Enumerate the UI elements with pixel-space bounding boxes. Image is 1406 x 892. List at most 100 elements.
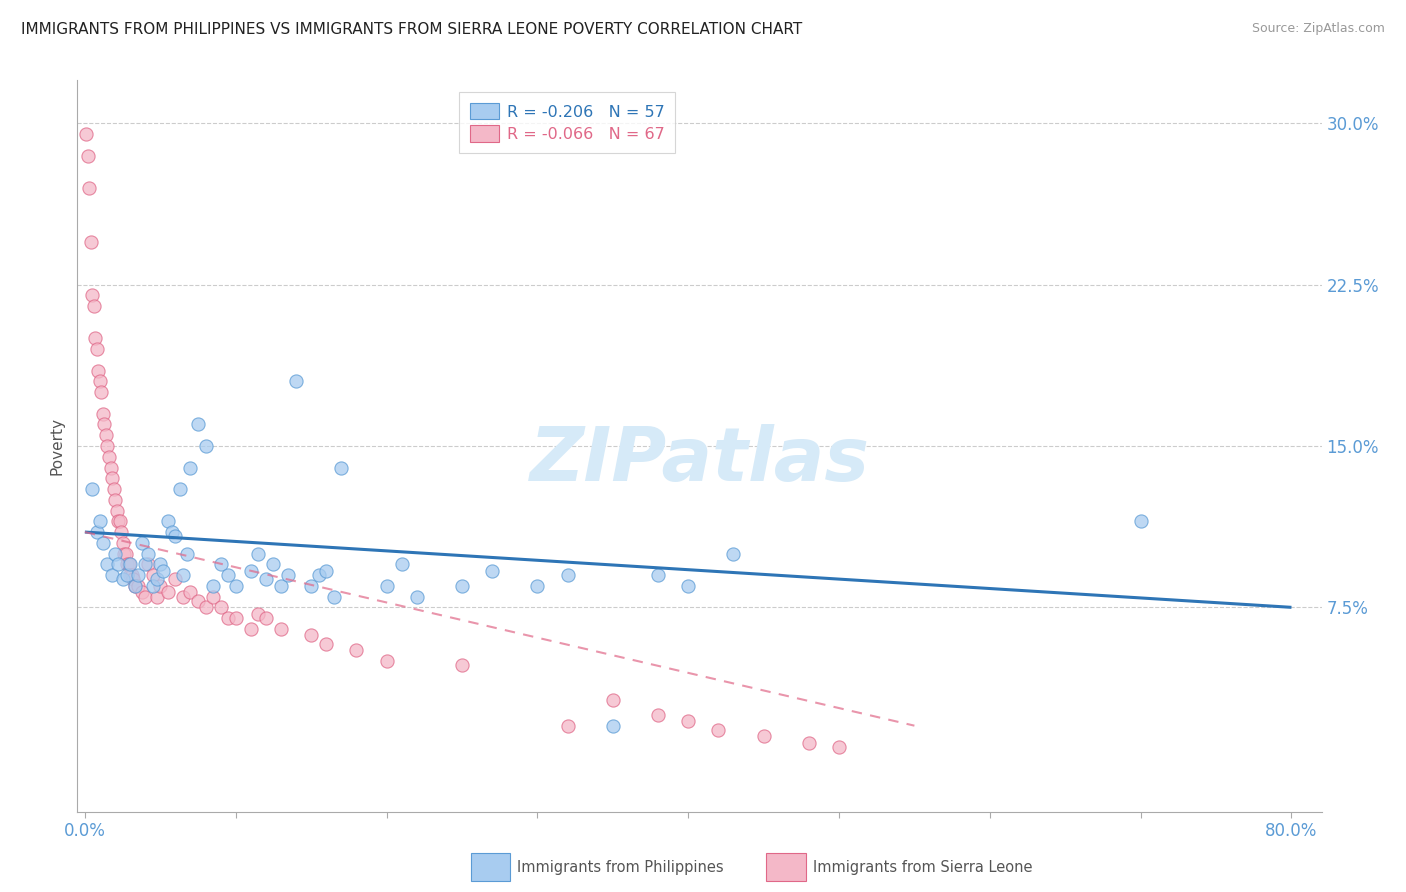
Point [526,579,548,593]
Point [647,568,669,582]
Point [83,299,105,313]
Point [101,471,124,485]
Point [156,514,179,528]
Point [77,148,100,162]
Point [79,181,101,195]
Point [405,590,427,604]
Text: Immigrants from Philippines: Immigrants from Philippines [517,860,724,874]
Point [89,514,111,528]
Point [111,573,134,587]
Point [217,568,239,582]
Point [117,558,139,572]
Point [481,564,503,578]
Point [225,611,247,625]
Point [142,579,165,593]
Point [723,547,745,561]
Point [131,585,153,599]
Point [602,719,624,733]
Point [165,529,187,543]
Point [121,568,143,582]
Point [136,547,159,561]
Point [84,331,107,345]
Point [110,524,132,539]
Point [308,568,330,582]
Point [172,568,194,582]
Point [149,558,172,572]
Point [156,585,179,599]
Point [91,407,114,421]
Point [127,568,149,582]
Point [225,579,247,593]
Point [172,590,194,604]
Point [89,375,111,389]
Point [120,568,142,582]
Point [247,607,270,621]
Point [375,579,398,593]
Point [122,573,145,587]
Point [103,482,125,496]
Legend: R = -0.206   N = 57, R = -0.066   N = 67: R = -0.206 N = 57, R = -0.066 N = 67 [458,92,675,153]
Point [165,573,187,587]
Point [209,558,232,572]
Point [254,611,277,625]
Point [104,547,127,561]
Text: Source: ZipAtlas.com: Source: ZipAtlas.com [1251,22,1385,36]
Point [90,385,112,400]
Point [93,417,115,432]
Point [330,460,353,475]
Point [247,547,270,561]
Point [114,547,136,561]
Point [134,590,156,604]
Point [108,514,131,528]
Point [115,558,138,572]
Point [162,524,184,539]
Point [676,714,699,729]
Point [75,127,97,141]
Point [828,740,851,755]
Point [285,375,308,389]
Text: Immigrants from Sierra Leone: Immigrants from Sierra Leone [813,860,1032,874]
Point [115,568,138,582]
Point [202,590,225,604]
Point [136,558,159,572]
Point [127,579,149,593]
Point [101,568,124,582]
Point [80,235,103,249]
Point [209,600,232,615]
Point [187,594,209,608]
Point [94,428,117,442]
Point [142,568,165,582]
Point [202,579,225,593]
Point [120,558,142,572]
Point [131,536,153,550]
Text: IMMIGRANTS FROM PHILIPPINES VS IMMIGRANTS FROM SIERRA LEONE POVERTY CORRELATION : IMMIGRANTS FROM PHILIPPINES VS IMMIGRANT… [21,22,803,37]
Point [797,736,820,750]
Point [194,439,217,453]
Point [254,573,277,587]
Point [149,579,172,593]
Point [602,693,624,707]
Point [262,558,284,572]
Point [98,450,121,464]
Point [134,558,156,572]
Point [391,558,413,572]
Point [96,558,118,572]
Point [82,482,104,496]
Point [100,460,122,475]
Point [124,579,146,593]
Point [1129,514,1152,528]
Point [146,590,169,604]
Point [299,628,322,642]
Point [217,611,239,625]
Point [107,558,129,572]
Point [87,364,110,378]
Point [86,342,108,356]
Point [375,654,398,668]
Point [277,568,299,582]
Point [315,564,337,578]
Point [707,723,730,737]
Point [647,707,669,722]
Point [104,492,127,507]
Point [169,482,191,496]
Point [146,573,169,587]
